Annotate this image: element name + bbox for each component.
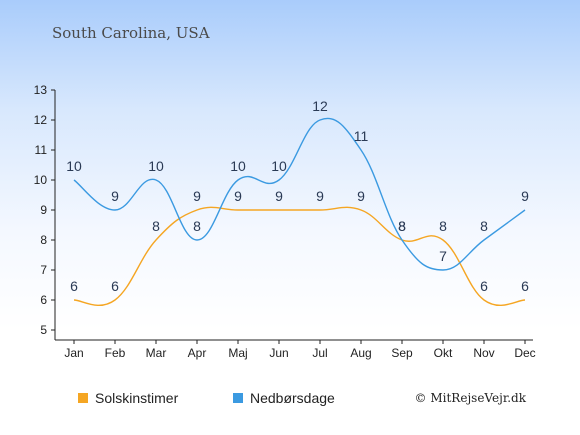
y-tick-label: 13 <box>34 83 48 97</box>
legend-swatch-nedborsdage <box>233 393 243 403</box>
x-tick-label: Feb <box>105 346 126 360</box>
data-label-nedborsdage: 9 <box>111 188 119 204</box>
x-tick-label: Jul <box>312 346 327 360</box>
series-line-solskinstimer <box>73 206 526 306</box>
data-label-solskinstimer: 9 <box>357 188 365 204</box>
data-label-solskinstimer: 8 <box>152 218 160 234</box>
legend-swatch-solskinstimer <box>78 393 88 403</box>
x-tick-label: Aug <box>350 346 371 360</box>
data-label-nedborsdage: 11 <box>354 128 369 144</box>
x-tick-label: Maj <box>228 346 247 360</box>
x-tick-label: Apr <box>188 346 207 360</box>
data-label-nedborsdage: 12 <box>312 98 328 114</box>
y-tick-label: 7 <box>40 263 47 277</box>
x-tick-label: Jun <box>269 346 288 360</box>
y-tick-label: 12 <box>34 113 48 127</box>
x-tick-label: Nov <box>473 346 494 360</box>
series-line-nedborsdage <box>73 117 526 271</box>
data-label-nedborsdage: 9 <box>521 188 529 204</box>
data-label-solskinstimer: 6 <box>480 278 488 294</box>
data-label-solskinstimer: 8 <box>398 218 406 234</box>
legend: Solskinstimer Nedbørsdage <box>78 390 335 406</box>
data-label-solskinstimer: 6 <box>70 278 78 294</box>
y-tick-label: 5 <box>40 323 47 337</box>
data-label-nedborsdage: 10 <box>148 158 164 174</box>
y-tick-label: 9 <box>40 203 47 217</box>
data-label-nedborsdage: 10 <box>271 158 287 174</box>
chart-subtitle: South Carolina, USA <box>52 24 210 42</box>
x-tick-label: Okt <box>434 346 453 360</box>
legend-label-solskinstimer: Solskinstimer <box>95 390 179 406</box>
data-label-nedborsdage: 8 <box>480 218 488 234</box>
data-label-solskinstimer: 6 <box>521 278 529 294</box>
data-label-solskinstimer: 9 <box>316 188 324 204</box>
axes: 5 6 7 8 9 10 11 12 13 Jan Feb Mar Apr Maj Jun Jul Aug Sep… <box>34 83 536 360</box>
data-label-solskinstimer: 8 <box>439 218 447 234</box>
credit-text: © MitRejseVejr.dk <box>415 391 527 405</box>
y-tick-label: 6 <box>40 293 47 307</box>
y-tick-label: 11 <box>35 143 48 157</box>
data-label-nedborsdage: 7 <box>439 248 447 264</box>
data-label-nedborsdage: 10 <box>66 158 82 174</box>
data-label-solskinstimer: 9 <box>275 188 283 204</box>
x-tick-label: Sep <box>391 346 413 360</box>
data-label-nedborsdage: 10 <box>230 158 246 174</box>
y-tick-label: 10 <box>34 173 48 187</box>
x-tick-label: Mar <box>146 346 167 360</box>
data-label-nedborsdage: 8 <box>398 218 406 234</box>
data-label-nedborsdage: 8 <box>193 218 201 234</box>
series-layer <box>73 117 526 306</box>
data-label-solskinstimer: 6 <box>111 278 119 294</box>
x-tick-label: Jan <box>64 346 83 360</box>
data-label-solskinstimer: 9 <box>193 188 201 204</box>
x-tick-label: Dec <box>514 346 535 360</box>
legend-label-nedborsdage: Nedbørsdage <box>250 390 335 406</box>
data-label-solskinstimer: 9 <box>234 188 242 204</box>
y-tick-label: 8 <box>40 233 47 247</box>
